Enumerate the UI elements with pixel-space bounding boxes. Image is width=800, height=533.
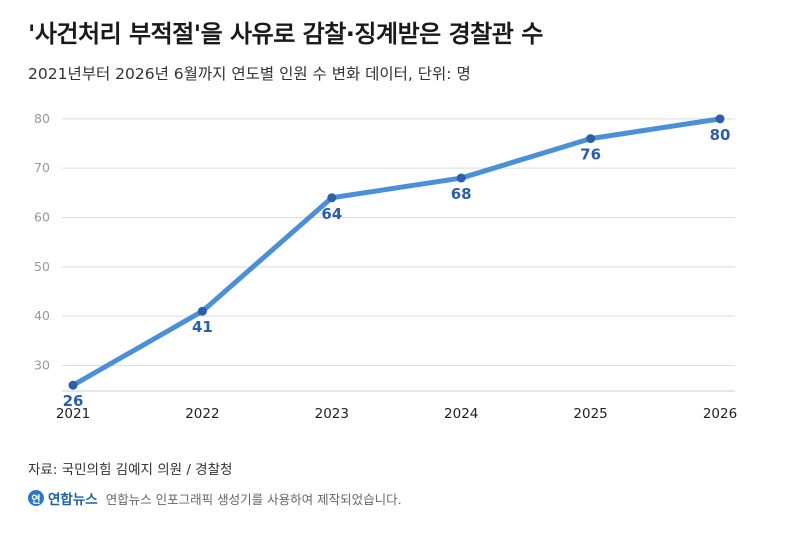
series-line [70,116,723,388]
x-tick-label: 2025 [573,406,607,422]
data-label: 64 [321,205,342,223]
data-label: 76 [580,146,601,164]
chart-title: '사건처리 부적절'을 사유로 감찰·징계받은 경찰관 수 [28,20,543,48]
y-tick-label: 50 [34,259,50,274]
data-label: 26 [63,392,84,410]
x-tick-label: 2022 [185,406,219,422]
x-tick-label: 2023 [315,406,349,422]
data-point [715,114,725,124]
data-label: 41 [192,318,213,336]
logo-text: 연합뉴스 [48,492,98,508]
data-label: 80 [710,126,731,144]
y-tick-label: 30 [34,357,50,372]
data-point [586,134,596,144]
source-note: 자료: 국민의힘 김예지 의원 / 경찰청 [28,462,233,478]
chart-subtitle: 2021년부터 2026년 6월까지 연도별 인원 수 변화 데이터, 단위: … [28,65,471,83]
y-tick-label: 70 [34,160,50,175]
data-label: 68 [451,185,472,203]
data-point [68,380,78,390]
line-chart: 30 40 50 60 70 80 2021 2022 2023 2024 2025 2026 26 41… [34,111,737,422]
yonhap-logo-icon: 연 [28,490,44,506]
x-tick-label: 2026 [703,406,737,422]
y-tick-label: 80 [34,111,50,126]
data-point [197,306,207,316]
y-tick-label: 40 [34,308,50,323]
data-point [456,173,466,183]
x-tick-label: 2024 [444,406,478,422]
y-tick-label: 60 [34,210,50,225]
x-tick-label: 2021 [56,406,90,422]
footer: 연 연합뉴스 연합뉴스 인포그래픽 생성기를 사용하여 제작되었습니다. [28,488,402,508]
data-point [327,193,337,203]
credit-note: 연합뉴스 인포그래픽 생성기를 사용하여 제작되었습니다. [105,491,402,507]
